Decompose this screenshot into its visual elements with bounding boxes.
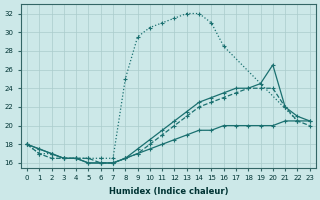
X-axis label: Humidex (Indice chaleur): Humidex (Indice chaleur): [108, 187, 228, 196]
